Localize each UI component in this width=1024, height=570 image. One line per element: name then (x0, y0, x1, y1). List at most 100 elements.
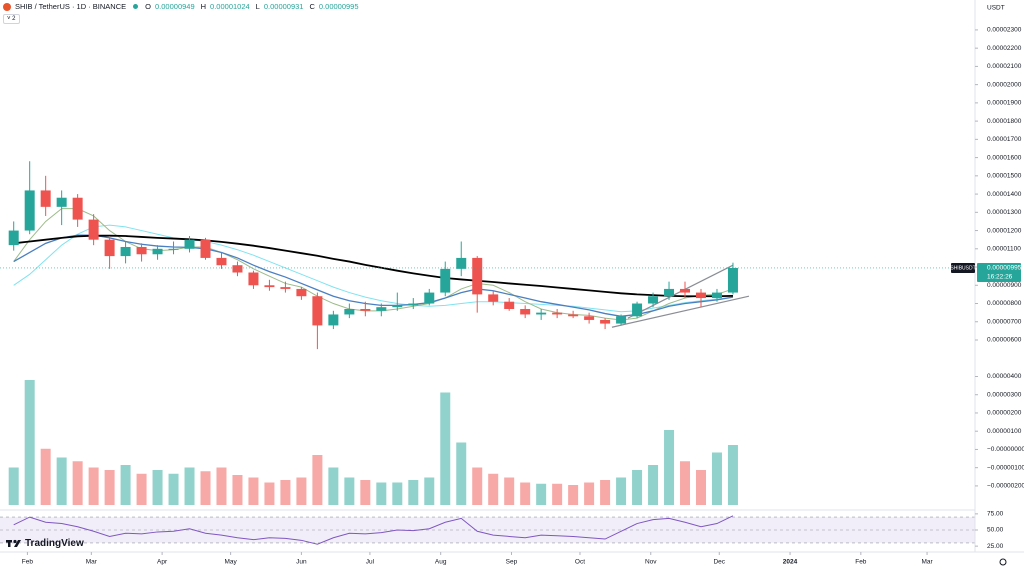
x-tick-label: Sep (506, 559, 518, 566)
y-tick-label: 0.00001600 (987, 154, 1022, 161)
ohlc-key: O (145, 2, 151, 11)
candle-body (120, 246, 131, 257)
y-tick-label: −0.00000100 (987, 464, 1024, 471)
y-tick-label: 0.00000600 (987, 337, 1022, 344)
candle-body (184, 239, 195, 249)
volume-bar (695, 470, 706, 505)
symbol-icon (3, 2, 11, 11)
candle-body (424, 292, 435, 304)
candle-body (200, 239, 211, 258)
x-tick-label: May (224, 559, 237, 566)
x-tick-label: Feb (855, 559, 867, 566)
ohlc-key: C (309, 2, 315, 11)
candle-body (8, 230, 19, 246)
volume-bar (600, 480, 611, 505)
volume-bar (184, 467, 195, 505)
indicator-toggle[interactable]: ˅ 2 (3, 14, 20, 24)
symbol-tag-text: SHIBUSDT (950, 265, 975, 271)
candle-body (296, 288, 307, 297)
moving-average (13, 208, 734, 321)
moving-average (13, 234, 733, 298)
volume-bar (360, 480, 371, 505)
legend-header: SHIB / TetherUS · 1D · BINANCE O 0.000009… (3, 2, 361, 11)
volume-bar (72, 461, 83, 505)
brand-name: TradingView (25, 538, 84, 549)
candle-body (408, 303, 419, 306)
y-tick-label: 0.00000300 (987, 391, 1022, 398)
y-tick-label: 0.00002200 (987, 45, 1022, 52)
market-status (133, 4, 139, 9)
currency: USDT (987, 5, 1005, 12)
candle-body (40, 190, 51, 207)
x-tick-label: 2024 (783, 559, 798, 566)
volume-bar (248, 477, 259, 505)
y-tick-label: 0.00001500 (987, 173, 1022, 180)
symbol-tag (951, 262, 975, 273)
y-tick-label: −0.00000200 (987, 483, 1024, 490)
trendline (611, 295, 750, 328)
y-tick-label: 0.00001400 (987, 191, 1022, 198)
y-tick-label: 0.00002300 (987, 27, 1022, 34)
volume-bar (200, 471, 211, 505)
volume-bar (24, 380, 35, 505)
volume-bar (648, 465, 659, 505)
candle-body (472, 257, 483, 295)
candle-body (648, 296, 659, 304)
y-tick-label: 0.00001800 (987, 118, 1022, 125)
x-tick-label: Mar (86, 559, 98, 566)
candle-body (664, 288, 675, 297)
volume-bar (632, 470, 643, 505)
volume-bar (536, 483, 547, 505)
volume-bar (232, 475, 243, 505)
volume-bar (584, 482, 595, 505)
candle-body (504, 301, 515, 309)
time-axis (0, 552, 1024, 570)
volume-bar (296, 477, 307, 505)
x-tick-label: Jun (296, 559, 307, 566)
settings-icon[interactable] (999, 558, 1007, 566)
y-tick-label: 0.00000900 (987, 282, 1022, 289)
candle-body (632, 303, 643, 317)
candle-body (695, 292, 706, 299)
symbol[interactable]: SHIB / TetherUS · 1D · BINANCE (15, 2, 127, 11)
candle-body (168, 248, 179, 250)
volume-bar (520, 482, 531, 505)
moving-average (13, 234, 734, 317)
volume-bar (104, 470, 115, 505)
volume-bar (456, 442, 467, 505)
ohlc-value: 0.00000995 (318, 2, 359, 11)
y-tick-label: 0.00000700 (987, 318, 1022, 325)
ohlc-key: L (255, 2, 260, 11)
x-tick-label: Mar (921, 559, 933, 566)
candle-body (616, 316, 627, 324)
candle-body (520, 308, 531, 315)
volume-bar (392, 482, 403, 505)
candle-body (456, 257, 467, 269)
volume-bar (504, 477, 515, 505)
volume-bar (440, 392, 451, 505)
ohlc-value: 0.00000949 (155, 2, 195, 11)
brand-logo (6, 539, 21, 547)
ohlc-key: H (200, 2, 207, 11)
x-tick-label: Apr (157, 559, 168, 566)
candle-body (152, 248, 163, 255)
volume-bar (664, 430, 675, 505)
candle-body (216, 257, 227, 266)
volume-bar (56, 457, 67, 505)
volume-bar (328, 467, 339, 505)
candle-body (248, 272, 259, 286)
volume-bar (344, 477, 355, 505)
y-tick-label: 0.00001900 (987, 100, 1022, 107)
candle-body (440, 268, 451, 293)
volume-bar (616, 477, 627, 505)
rsi-tick-label: 75.00 (987, 511, 1004, 518)
volume-bar (136, 473, 147, 505)
candle-body (376, 307, 387, 311)
candle-body (136, 246, 147, 255)
candle-body (312, 296, 323, 326)
candle-body (488, 294, 499, 302)
price-tag (977, 262, 1021, 282)
moving-average (13, 224, 734, 313)
